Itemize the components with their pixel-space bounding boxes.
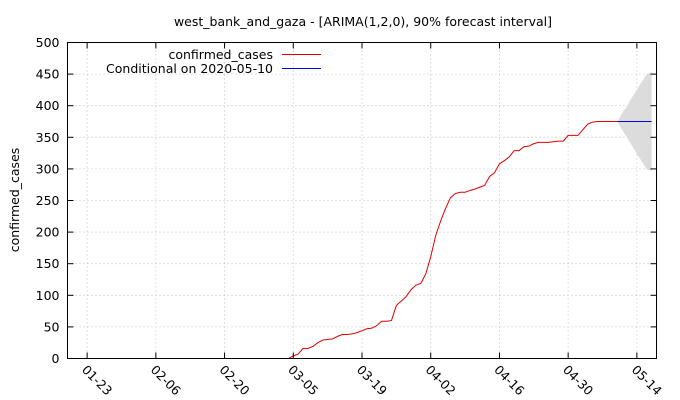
chart-title: west_bank_and_gaza - [ARIMA(1,2,0), 90% … — [174, 14, 552, 29]
y-tick-label: 350 — [36, 130, 60, 145]
x-tick-label: 02-20 — [216, 362, 252, 398]
y-tick-label: 400 — [36, 98, 60, 113]
y-axis-label: confirmed_cases — [7, 148, 22, 253]
x-tick-label: 03-19 — [354, 362, 390, 398]
grid — [67, 42, 657, 359]
x-ticks: 01-23 02-06 02-20 03-05 03-19 04-02 04-16 04-30… — [79, 42, 665, 398]
legend-label-confirmed-cases: confirmed_cases — [168, 47, 273, 62]
legend-label-conditional: Conditional on 2020-05-10 — [106, 61, 273, 76]
x-tick-label: 02-06 — [148, 362, 184, 398]
x-tick-label: 04-30 — [560, 362, 596, 398]
x-tick-label: 03-05 — [285, 362, 321, 398]
y-tick-label: 450 — [36, 67, 60, 82]
y-tick-label: 150 — [36, 256, 60, 271]
y-tick-label: 0 — [52, 351, 60, 366]
legend: confirmed_cases Conditional on 2020-05-1… — [106, 47, 321, 76]
x-tick-label: 04-02 — [423, 362, 459, 398]
y-tick-label: 200 — [36, 225, 60, 240]
y-tick-label: 300 — [36, 161, 60, 176]
y-tick-label: 500 — [36, 35, 60, 50]
confirmed-cases-line — [288, 121, 618, 359]
x-tick-label: 05-14 — [629, 362, 665, 398]
y-ticks: 0 50 100 150 200 250 300 350 400 450 500 — [36, 35, 657, 366]
x-tick-label: 04-16 — [491, 362, 527, 398]
y-tick-label: 100 — [36, 288, 60, 303]
series-lines — [288, 121, 652, 359]
x-tick-label: 01-23 — [79, 362, 115, 398]
y-tick-label: 50 — [44, 319, 60, 334]
y-tick-label: 250 — [36, 193, 60, 208]
